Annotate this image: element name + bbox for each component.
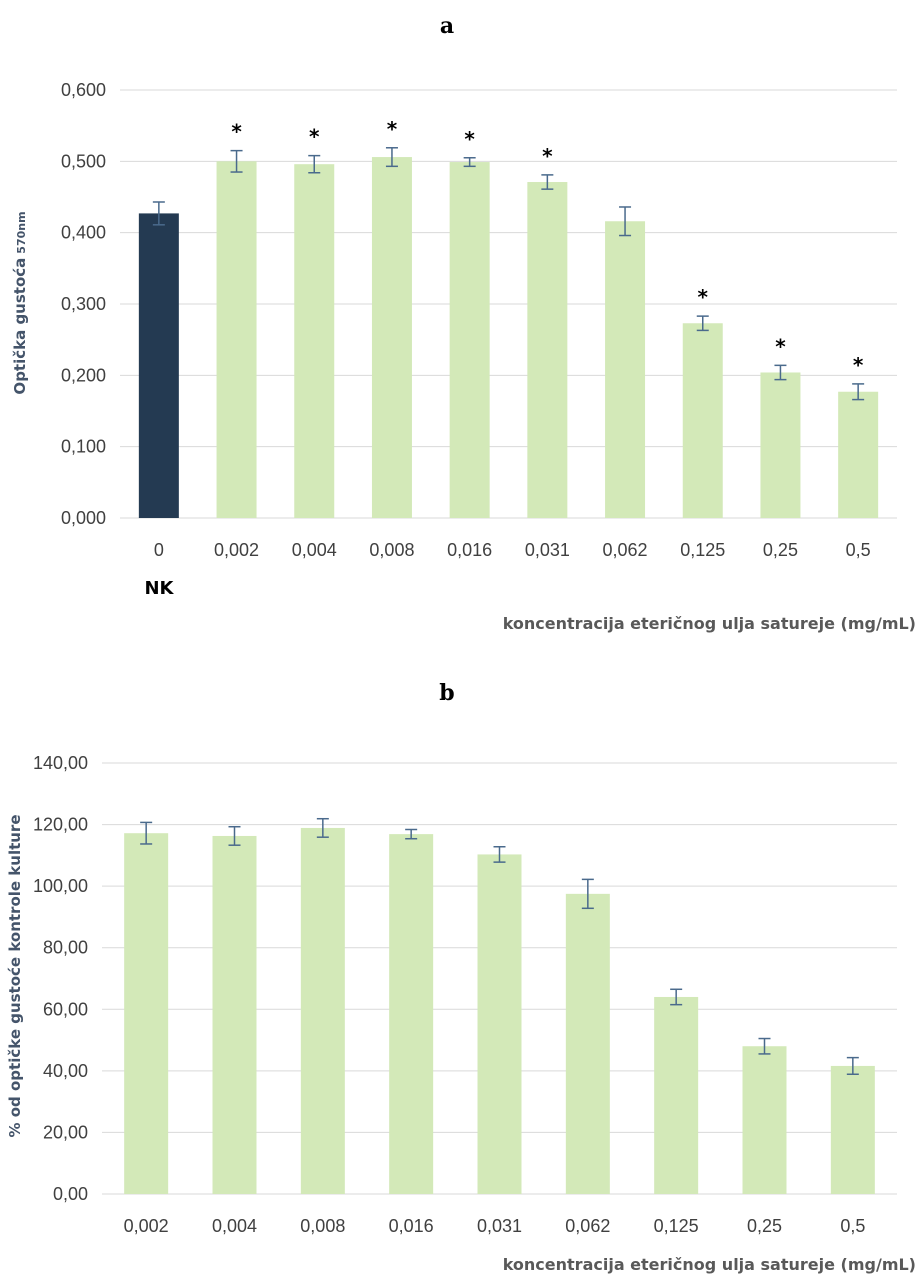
panel-a-x-axis-title: koncentracija eteričnog ulja satureje (m… xyxy=(503,614,916,633)
panel-b-bar xyxy=(742,1046,787,1194)
panel-b-error-bar xyxy=(316,817,329,838)
panel-b-x-axis-title: koncentracija eteričnog ulja satureje (m… xyxy=(503,1255,916,1274)
panel-a-y-tick-label: 0,500 xyxy=(61,151,106,171)
panel-b-x-tick-label: 0,062 xyxy=(565,1216,610,1236)
panel-b-x-tick-label: 0,031 xyxy=(477,1216,522,1236)
panel-a-bar xyxy=(760,372,801,518)
panel-a-bar xyxy=(605,221,646,518)
panel-a-error-bar xyxy=(774,364,787,381)
panel-b-y-tick-label: 140,00 xyxy=(33,753,88,773)
panel-a-x-tick-label: 0,25 xyxy=(763,540,798,560)
panel-a-significance-marker: * xyxy=(775,334,786,358)
panel-b-error-bar xyxy=(846,1056,859,1075)
panel-a-significance-marker: * xyxy=(387,117,398,141)
panel-a-x-tick-label: 0,004 xyxy=(292,540,337,560)
panel-a-significance-marker: * xyxy=(542,144,553,168)
panel-a-significance-marker: * xyxy=(853,353,864,377)
panel-a-error-bar xyxy=(541,174,554,190)
panel-b-x-tick-label: 0,125 xyxy=(654,1216,699,1236)
panel-a-y-tick-label: 0,200 xyxy=(61,365,106,385)
panel-a-bar xyxy=(294,164,335,519)
panel-a-y-tick-label: 0,600 xyxy=(61,80,106,100)
panel-b-chart: 0,0020,0040,0060,0080,00100,00120,00140,… xyxy=(33,753,897,1236)
panel-b-x-tick-label: 0,5 xyxy=(840,1216,865,1236)
panel-a-x-tick-label: 0,008 xyxy=(369,540,414,560)
panel-b-bar xyxy=(565,893,610,1194)
panel-b-error-bar xyxy=(758,1037,771,1055)
panel-a-significance-marker: * xyxy=(464,127,475,151)
panel-a-y-axis-title: Optička gustoća 570nm xyxy=(11,211,29,394)
panel-a-x-tick-label: 0,062 xyxy=(603,540,648,560)
panel-a-significance-marker: * xyxy=(231,120,242,144)
panel-b-bar xyxy=(830,1065,875,1194)
panel-b-y-tick-label: 80,00 xyxy=(43,938,88,958)
panel-a-bar xyxy=(449,162,490,518)
panel-b-bar xyxy=(654,996,699,1194)
panel-a-chart: 0,000 0,100 0,200 0,300 0,400 0,500 0,600 0 * 0,0… xyxy=(61,80,897,560)
panel-a-error-bar xyxy=(385,147,398,168)
panel-a-x-tick-label: 0 xyxy=(154,540,164,560)
panel-a-bar xyxy=(138,213,179,518)
panel-a-error-bar xyxy=(852,383,865,401)
panel-b-y-tick-label: 100,00 xyxy=(33,876,88,896)
panel-a-error-bar xyxy=(696,315,709,332)
panel-b-bar xyxy=(300,827,345,1194)
panel-a-bar xyxy=(216,161,257,519)
panel-b-bar xyxy=(477,854,522,1194)
panel-a-y-axis-title-sub: 570nm xyxy=(15,211,28,253)
panel-a-x-tick-label: 0,016 xyxy=(447,540,492,560)
panel-a-error-bar xyxy=(463,157,476,168)
panel-b-x-tick-label: 0,008 xyxy=(300,1216,345,1236)
panel-a-title: a xyxy=(440,13,454,39)
panel-b-error-bar xyxy=(581,878,594,910)
panel-a-error-bar xyxy=(230,149,243,173)
panel-a-error-bar xyxy=(152,201,165,226)
panel-a-bar xyxy=(838,391,879,518)
panel-b-y-tick-label: 0,00 xyxy=(53,1184,88,1204)
panel-a-y-tick-label: 0,300 xyxy=(61,294,106,314)
panel-a-y-axis-title-main: Optička gustoća xyxy=(11,258,29,395)
panel-b-error-bar xyxy=(670,988,683,1006)
panel-b-error-bar xyxy=(140,821,153,845)
panel-a-y-tick-label: 0,100 xyxy=(61,437,106,457)
panel-b-y-tick-label: 60,00 xyxy=(43,999,88,1019)
panel-a-bar xyxy=(527,182,568,518)
panel-a-error-bar xyxy=(619,206,632,237)
panel-b-bar xyxy=(389,834,434,1194)
panel-b-y-tick-label: 20,00 xyxy=(43,1122,88,1142)
panel-a-bar xyxy=(371,157,412,518)
panel-b-x-tick-label: 0,25 xyxy=(747,1216,782,1236)
panel-a-significance-marker: * xyxy=(698,285,709,309)
control-label: NK xyxy=(144,578,174,599)
panel-a-x-tick-label: 0,5 xyxy=(846,540,871,560)
panel-a-y-tick-label: 0,000 xyxy=(61,508,106,528)
panel-a-error-bar xyxy=(308,154,321,174)
panel-b-error-bar xyxy=(405,828,418,840)
panel-a-x-tick-label: 0,002 xyxy=(214,540,259,560)
panel-a-y-tick-label: 0,400 xyxy=(61,223,106,243)
panel-b-y-tick-label: 40,00 xyxy=(43,1061,88,1081)
panel-a-bar xyxy=(682,323,723,518)
panel-b-x-tick-label: 0,002 xyxy=(124,1216,169,1236)
panel-b-error-bar xyxy=(228,825,241,846)
panel-b-bar xyxy=(212,835,257,1194)
panel-a-x-tick-label: 0,125 xyxy=(680,540,725,560)
panel-b-title: b xyxy=(439,680,454,706)
panel-b-x-tick-label: 0,016 xyxy=(389,1216,434,1236)
panel-a-x-tick-label: 0,031 xyxy=(525,540,570,560)
panel-b-y-tick-label: 120,00 xyxy=(33,815,88,835)
panel-b-error-bar xyxy=(493,845,506,863)
panel-b-bar xyxy=(124,833,169,1194)
panel-b-x-tick-label: 0,004 xyxy=(212,1216,257,1236)
panel-a-significance-marker: * xyxy=(309,125,320,149)
panel-b-y-axis-title: % od optičke gustoće kontrole kulture xyxy=(6,814,24,1137)
